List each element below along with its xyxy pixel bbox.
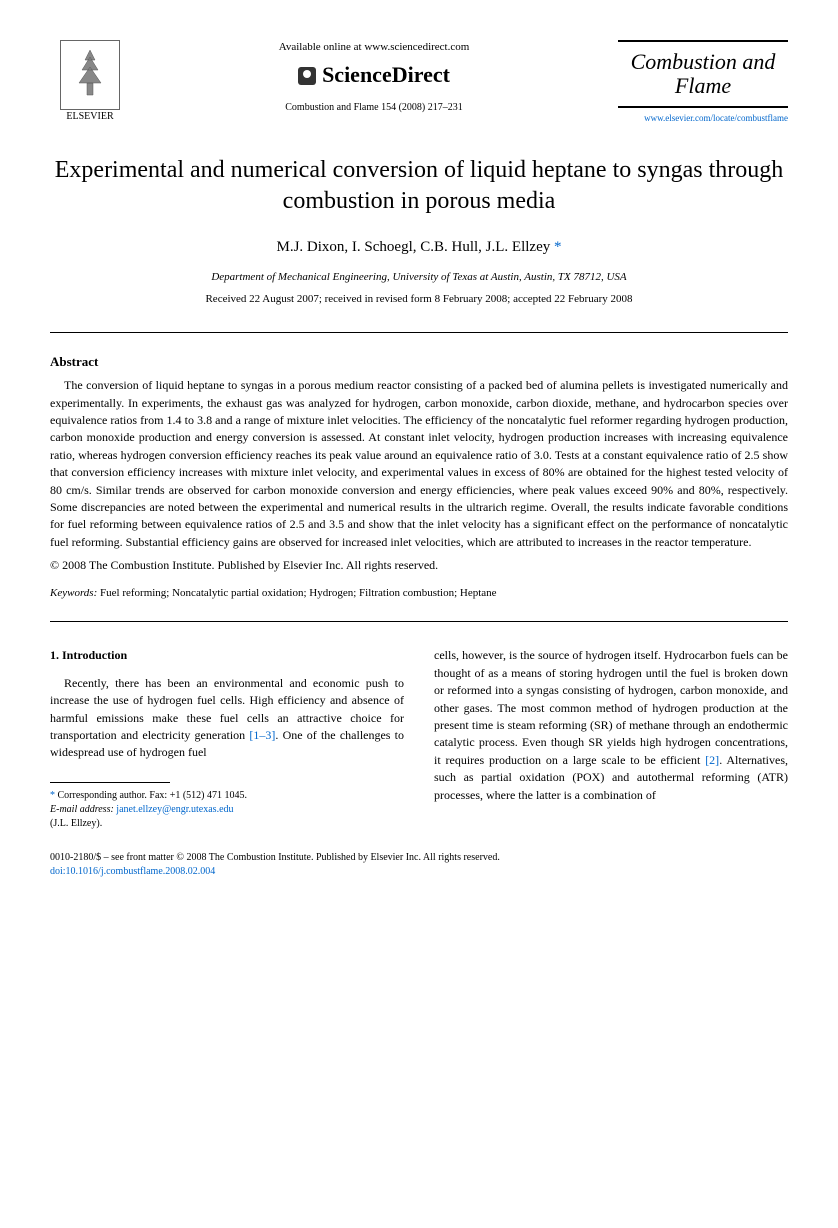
divider-bottom [50, 621, 788, 622]
divider-top [50, 332, 788, 333]
journal-box-wrapper: Combustion and Flame www.elsevier.com/lo… [618, 40, 788, 125]
corr-label: Corresponding author. Fax: +1 (512) 471 … [58, 790, 248, 801]
header-row: ELSEVIER Available online at www.science… [50, 40, 788, 125]
copyright-line: © 2008 The Combustion Institute. Publish… [50, 557, 788, 574]
article-title: Experimental and numerical conversion of… [50, 155, 788, 217]
footnote-asterisk: * [50, 790, 55, 801]
footnote-block: * Corresponding author. Fax: +1 (512) 47… [50, 789, 404, 831]
intro-paragraph-2: cells, however, is the source of hydroge… [434, 647, 788, 804]
abstract-heading: Abstract [50, 353, 788, 371]
authors: M.J. Dixon, I. Schoegl, C.B. Hull, J.L. … [277, 239, 551, 255]
section-heading-intro: 1. Introduction [50, 647, 404, 664]
citation-line: Combustion and Flame 154 (2008) 217–231 [150, 101, 598, 115]
available-text: Available online at www.sciencedirect.co… [150, 40, 598, 55]
keywords-label: Keywords: [50, 587, 97, 599]
email-name: (J.L. Ellzey). [50, 817, 404, 831]
affiliation: Department of Mechanical Engineering, Un… [50, 270, 788, 285]
article-dates: Received 22 August 2007; received in rev… [50, 292, 788, 307]
column-right: cells, however, is the source of hydroge… [434, 647, 788, 830]
sciencedirect-icon [298, 67, 316, 85]
journal-title: Combustion and Flame [618, 50, 788, 98]
issn-line: 0010-2180/$ – see front matter © 2008 Th… [50, 851, 788, 865]
portal-brand: ScienceDirect [150, 60, 598, 91]
corresponding-marker: * [554, 239, 562, 255]
corresponding-author-note: * Corresponding author. Fax: +1 (512) 47… [50, 789, 404, 803]
elsevier-tree-icon [60, 40, 120, 110]
body-columns: 1. Introduction Recently, there has been… [50, 647, 788, 830]
footer-block: 0010-2180/$ – see front matter © 2008 Th… [50, 851, 788, 879]
journal-url[interactable]: www.elsevier.com/locate/combustflame [618, 112, 788, 125]
elsevier-logo: ELSEVIER [50, 40, 130, 124]
keywords-text: Fuel reforming; Noncatalytic partial oxi… [100, 587, 497, 599]
doi-link[interactable]: doi:10.1016/j.combustflame.2008.02.004 [50, 865, 788, 879]
ref-link-1[interactable]: [1–3] [249, 728, 275, 742]
keywords-line: Keywords: Fuel reforming; Noncatalytic p… [50, 586, 788, 601]
email-line: E-mail address: janet.ellzey@engr.utexas… [50, 803, 404, 817]
intro-text-2a: cells, however, is the source of hydroge… [434, 648, 788, 766]
journal-box: Combustion and Flame [618, 40, 788, 108]
column-left: 1. Introduction Recently, there has been… [50, 647, 404, 830]
ref-link-2[interactable]: [2] [705, 753, 719, 767]
abstract-text: The conversion of liquid heptane to syng… [50, 377, 788, 551]
publisher-logo-box: ELSEVIER [50, 40, 130, 124]
intro-paragraph-1: Recently, there has been an environmenta… [50, 675, 404, 762]
publisher-name: ELSEVIER [66, 110, 113, 124]
email-address[interactable]: janet.ellzey@engr.utexas.edu [116, 804, 233, 815]
authors-line: M.J. Dixon, I. Schoegl, C.B. Hull, J.L. … [50, 237, 788, 258]
footnote-separator [50, 782, 170, 783]
portal-name: ScienceDirect [322, 60, 450, 91]
email-label: E-mail address: [50, 804, 114, 815]
center-header: Available online at www.sciencedirect.co… [130, 40, 618, 115]
